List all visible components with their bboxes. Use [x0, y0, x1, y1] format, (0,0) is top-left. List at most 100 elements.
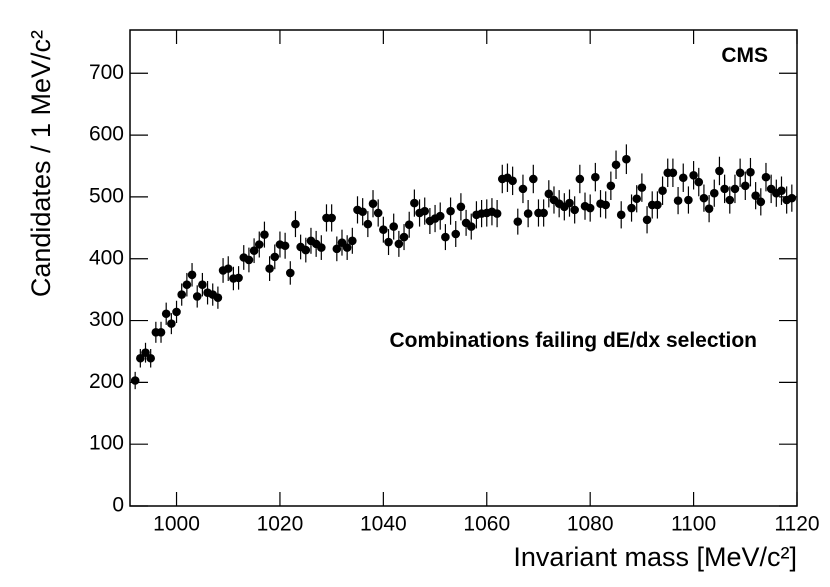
data-point [254, 240, 264, 249]
data-point [585, 203, 595, 213]
y-tick-label: 300 [89, 308, 124, 331]
data-point [172, 307, 181, 317]
data-point [787, 193, 797, 203]
data-point [689, 170, 698, 180]
data-point [291, 219, 300, 229]
data-point [161, 309, 171, 319]
y-axis-label: Candidates / 1 MeV/c² [26, 30, 56, 297]
data-point [265, 264, 274, 273]
data-point [332, 244, 342, 254]
data-point [213, 293, 223, 302]
data-point [368, 199, 378, 209]
data-point [694, 177, 704, 187]
data-point [394, 239, 404, 249]
data-point [317, 243, 326, 252]
data-point [704, 204, 714, 213]
data-point [192, 292, 202, 301]
data-point [223, 264, 233, 273]
data-point [508, 176, 517, 186]
data-point [492, 209, 502, 218]
x-tick-label: 1080 [567, 513, 614, 536]
x-tick-label: 1020 [257, 513, 304, 536]
data-point [379, 225, 388, 234]
data-point [136, 353, 145, 363]
data-point [260, 230, 269, 239]
data-point [730, 184, 740, 194]
data-point [673, 196, 683, 205]
data-point [627, 203, 636, 213]
y-tick-label: 700 [89, 61, 124, 84]
data-point [761, 172, 771, 182]
data-point [285, 268, 295, 278]
y-tick-label: 600 [89, 123, 124, 146]
data-point [591, 172, 600, 182]
data-point [565, 198, 574, 208]
data-point [529, 174, 538, 184]
data-point [182, 280, 192, 289]
x-tick-label: 1060 [463, 513, 510, 536]
data-point [756, 197, 766, 207]
data-point [523, 209, 533, 218]
data-point [518, 184, 528, 194]
data-point [420, 206, 430, 216]
data-point [642, 215, 652, 225]
data-point [601, 200, 610, 210]
data-point [715, 166, 724, 176]
data-point [709, 188, 719, 198]
data-point [720, 184, 729, 194]
experiment-label: CMS [721, 44, 768, 67]
data-point [280, 241, 290, 251]
data-point [751, 191, 760, 200]
data-point [327, 213, 336, 223]
data-point [198, 280, 207, 289]
data-point [735, 168, 745, 178]
data-point [740, 181, 750, 191]
data-point [244, 255, 254, 265]
data-point [513, 217, 523, 226]
selection-annotation: Combinations failing dE/dx selection [389, 329, 757, 352]
data-point [611, 160, 621, 170]
y-tick-label: 0 [112, 494, 124, 517]
data-point [441, 232, 450, 242]
data-point [373, 208, 383, 218]
data-point [177, 290, 187, 299]
data-point [653, 200, 662, 210]
data-point [606, 181, 616, 191]
data-point [384, 237, 393, 247]
data-point [544, 189, 554, 199]
data-point [451, 229, 461, 239]
data-point [141, 348, 150, 357]
data-point [249, 246, 259, 255]
data-point [684, 195, 693, 205]
data-point [399, 232, 409, 242]
data-point [668, 168, 678, 178]
plot-frame [129, 29, 798, 507]
data-point [575, 174, 585, 184]
data-point [632, 194, 642, 204]
data-point [156, 327, 166, 337]
data-point [187, 270, 197, 280]
y-tick-label: 200 [89, 370, 124, 393]
data-point [699, 193, 709, 203]
x-tick-label: 1100 [671, 513, 716, 536]
data-point [358, 207, 367, 217]
data-point [637, 183, 647, 192]
data-point [570, 205, 579, 215]
data-point [270, 252, 280, 262]
x-tick-label: 1040 [360, 513, 407, 536]
x-tick-label: 1120 [774, 513, 819, 536]
y-tick-label: 100 [89, 432, 124, 455]
data-point [435, 211, 445, 221]
data-point [234, 273, 243, 283]
x-tick-label: 1000 [153, 513, 200, 536]
data-point [410, 198, 419, 208]
data-point [363, 219, 373, 229]
data-point [746, 167, 755, 177]
y-tick-label: 500 [89, 184, 124, 207]
data-point [130, 376, 140, 385]
data-point [301, 245, 311, 255]
data-point [446, 206, 455, 216]
x-axis-label: Invariant mass [MeV/c²] [513, 542, 797, 572]
data-point [389, 222, 398, 231]
data-point [456, 202, 466, 212]
